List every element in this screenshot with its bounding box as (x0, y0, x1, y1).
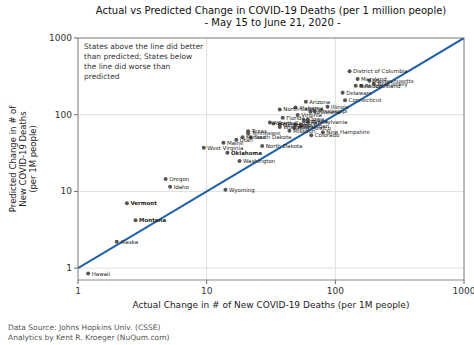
point-label: Connecticut (349, 97, 383, 103)
point (202, 146, 206, 150)
x-tick-label: 100 (327, 286, 344, 296)
x-tick-label: 10 (201, 286, 213, 296)
point (343, 98, 347, 102)
x-tick (78, 280, 79, 284)
point (86, 272, 90, 276)
point (304, 100, 308, 104)
point-label: Illinois (331, 104, 349, 110)
point-label: West Virginia (207, 145, 243, 152)
point-label: Delaware (346, 90, 373, 96)
grid-line (78, 114, 464, 115)
y-tick-label: 100 (55, 110, 72, 120)
point (164, 177, 168, 181)
point-label: Texas (251, 128, 267, 134)
grid-line (78, 268, 464, 269)
plot-frame (78, 38, 464, 280)
point-label: District of Columbia (353, 68, 408, 74)
y-tick (74, 38, 78, 39)
y-tick (74, 268, 78, 269)
plot-area (78, 38, 464, 280)
point (348, 69, 352, 73)
title: Actual vs Predicted Change in COVID-19 D… (96, 5, 447, 28)
point (125, 201, 129, 205)
x-tick (464, 280, 465, 284)
point-label: Hawaii (92, 271, 111, 277)
y-tick (74, 114, 78, 115)
point (246, 129, 250, 133)
point (225, 151, 229, 155)
point-label: Vermont (130, 200, 157, 206)
x-tick (206, 280, 207, 284)
grid-line (335, 38, 336, 280)
point-label: Oregon (169, 176, 190, 183)
y-tick-label: 1 (66, 263, 72, 273)
annotation: States above the line did betterthan pre… (84, 42, 204, 81)
point-label: Maryland (361, 76, 387, 83)
point-label: Alaska (120, 239, 138, 245)
point (223, 188, 227, 192)
point-labels: Hawaii Alaska Montana Vermont IdahoOregon Wyo… (92, 68, 414, 276)
point (115, 240, 119, 244)
point (309, 133, 313, 137)
point (278, 107, 282, 111)
point (356, 77, 360, 81)
point (268, 121, 272, 125)
x-axis-label: Actual Change in # of New COVID-19 Death… (133, 300, 410, 310)
point-label: Washington (243, 158, 276, 165)
point-label: North Dakota (266, 143, 303, 149)
point-label: Arizona (309, 99, 330, 105)
point (354, 84, 358, 88)
footnote: Data Source: Johns Hopkins Univ. (CSSE)A… (8, 323, 170, 342)
point-label: Montana (139, 217, 166, 223)
point (260, 144, 264, 148)
point (134, 218, 138, 222)
reference-line (78, 38, 464, 268)
point-label: Wyoming (229, 187, 255, 194)
x-tick (335, 280, 336, 284)
grid-line (206, 38, 207, 280)
chart: 1 10 100 1000 1 10 100 1000 Hawaii Alaska Montana V… (0, 0, 474, 345)
grid-line (78, 191, 464, 192)
y-tick (74, 191, 78, 192)
point (238, 159, 242, 163)
point-label: New Hampshire (326, 129, 370, 136)
point-label: Idaho (174, 184, 190, 190)
y-tick-label: 10 (61, 186, 73, 196)
point (341, 91, 345, 95)
x-tick-label: 1000 (453, 286, 474, 296)
y-axis-label: Predicted Change in # ofNew COVID-19 Dea… (8, 105, 38, 212)
y-tick-label: 1000 (49, 33, 72, 43)
point (168, 185, 172, 189)
point-label: Alabama (299, 105, 323, 111)
x-tick-label: 1 (75, 286, 81, 296)
plot-marks (78, 38, 464, 276)
